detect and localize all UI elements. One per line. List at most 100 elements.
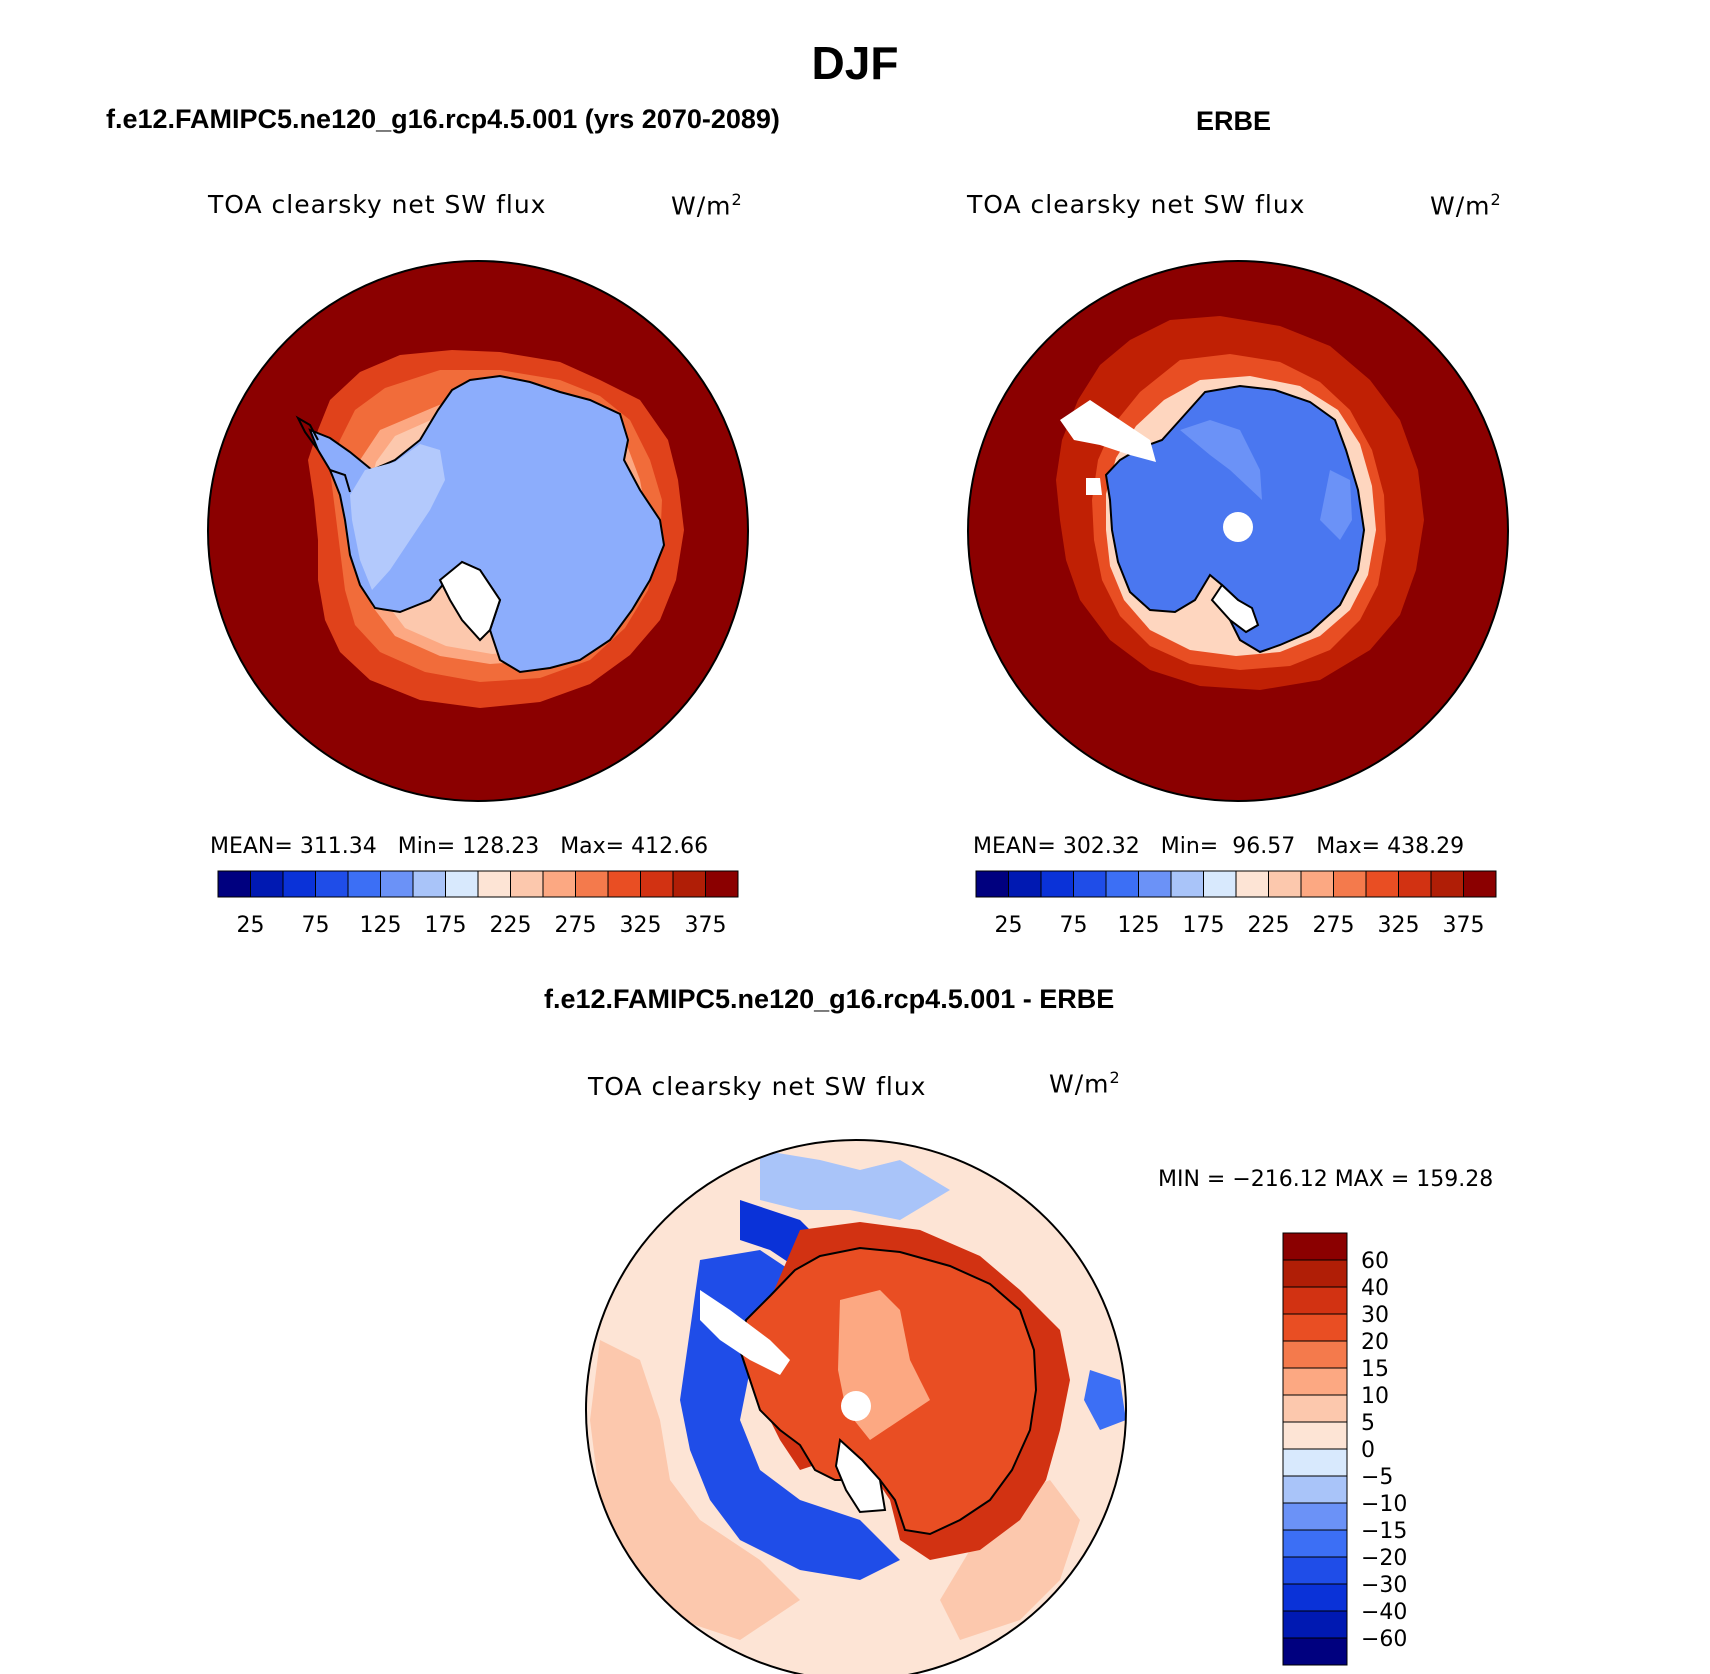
colorbar1-tick-label: 75 [302, 913, 330, 938]
colorbar1-swatch-8 [477, 870, 511, 898]
map3-outer-pink2 [940, 1480, 1080, 1640]
colorbar3-swatch-9 [1282, 1475, 1348, 1504]
colorbar1-swatch-6 [412, 870, 446, 898]
colorbar3-swatch-8 [1282, 1448, 1348, 1477]
colorbar2-swatch-13 [1398, 870, 1432, 898]
map2-antarctica-light [1180, 420, 1262, 500]
colorbar2-tick-label: 225 [1248, 913, 1290, 938]
colorbar2-tick-label: 25 [995, 913, 1023, 938]
colorbar2-swatch-8 [1235, 870, 1269, 898]
panel1-stats: MEAN= 311.34 Min= 128.23 Max= 412.66 [210, 834, 709, 859]
map3-ross-shelf [834, 1438, 887, 1514]
figure-title: DJF [811, 37, 899, 89]
colorbar1-swatch-10 [542, 870, 576, 898]
colorbar1-swatch-15 [705, 870, 739, 898]
map2-nodata-west2 [1086, 478, 1102, 495]
colorbar1-swatch-3 [315, 870, 349, 898]
colorbar2-swatch-1 [1008, 870, 1042, 898]
colorbar2-swatch-15 [1463, 870, 1497, 898]
panel3-title: f.e12.FAMIPC5.ne120_g16.rcp4.5.001 - ERB… [544, 984, 1115, 1014]
colorbar1-swatch-14 [672, 870, 706, 898]
map2-pole-hole [1223, 512, 1253, 542]
colorbar3-swatch-10 [1282, 1502, 1348, 1531]
panel2-units: W/m2 [1430, 190, 1502, 221]
colorbar3-tick-label: 30 [1361, 1303, 1389, 1328]
colorbar3-swatch-11 [1282, 1529, 1348, 1558]
colorbar2-swatch-12 [1365, 870, 1399, 898]
colorbar2-swatch-5 [1138, 870, 1172, 898]
colorbar3-tick-label: −5 [1361, 1465, 1393, 1490]
colorbar1-tick-label: 325 [620, 913, 662, 938]
colorbar2-tick-label: 375 [1443, 913, 1485, 938]
panel3-variable: TOA clearsky net SW flux [588, 1072, 927, 1101]
map3-blue-patch-east [1084, 1370, 1126, 1430]
colorbar3-tick-label: 60 [1361, 1249, 1389, 1274]
colorbar3-tick-label: −30 [1361, 1573, 1407, 1598]
colorbar2-tick-label: 75 [1060, 913, 1088, 938]
map1-border [207, 260, 749, 802]
colorbar2-tick-label: 325 [1378, 913, 1420, 938]
colorbar1-tick-label: 25 [237, 913, 265, 938]
colorbar3-tick-label: 40 [1361, 1276, 1389, 1301]
colorbar3-tick-label: −10 [1361, 1492, 1407, 1517]
colorbar1-swatch-0 [217, 870, 251, 898]
colorbar3-tick-label: 10 [1361, 1384, 1389, 1409]
colorbar2-tick-label: 275 [1313, 913, 1355, 938]
colorbar3-tick-label: −40 [1361, 1600, 1407, 1625]
colorbar1-swatch-4 [347, 870, 381, 898]
map3-blue-patch-north [760, 1150, 950, 1220]
colorbar3-swatch-12 [1282, 1556, 1348, 1585]
map-panel2 [968, 261, 1508, 801]
map-panel3 [586, 1140, 1126, 1674]
colorbar1-tick-label: 275 [555, 913, 597, 938]
map3-nodata-west [700, 1290, 790, 1375]
colorbar3-swatch-4 [1282, 1340, 1348, 1369]
panel1-title: f.e12.FAMIPC5.ne120_g16.rcp4.5.001 (yrs … [106, 104, 780, 134]
colorbar3-swatch-14 [1282, 1610, 1348, 1639]
map2-nodata-west [1060, 400, 1156, 462]
colorbar3-tick-label: 20 [1361, 1330, 1389, 1355]
colorbar1-swatch-7 [445, 870, 479, 898]
map2-ross-shelf [1210, 583, 1260, 634]
colorbar2-swatch-4 [1105, 870, 1139, 898]
colorbar3-swatch-6 [1282, 1394, 1348, 1423]
panel1-variable: TOA clearsky net SW flux [208, 190, 547, 219]
map3-outer-pink [590, 1340, 800, 1640]
colorbar3-swatch-0 [1282, 1232, 1348, 1261]
colorbar1-swatch-13 [640, 870, 674, 898]
colorbar3-swatch-1 [1282, 1259, 1348, 1288]
colorbar3-tick-label: 5 [1361, 1411, 1375, 1436]
colorbar3-swatch-5 [1282, 1367, 1348, 1396]
colorbar1-swatch-11 [575, 870, 609, 898]
panel2-stats: MEAN= 302.32 Min= 96.57 Max= 438.29 [973, 834, 1465, 859]
map1-antarctica-light [350, 444, 445, 590]
colorbar2-swatch-9 [1268, 870, 1302, 898]
colorbar2-swatch-6 [1170, 870, 1204, 898]
colorbar2-swatch-0 [975, 870, 1009, 898]
map1-peninsula [295, 415, 351, 493]
colorbar-panel2: 25 75 125 175 225 275 325 375 [975, 870, 1497, 938]
colorbar3-swatch-7 [1282, 1421, 1348, 1450]
colorbar2-swatch-3 [1073, 870, 1107, 898]
colorbar1-swatch-5 [380, 870, 414, 898]
colorbar1-swatch-9 [510, 870, 544, 898]
colorbar3-tick-label: −15 [1361, 1519, 1407, 1544]
colorbar2-swatch-14 [1430, 870, 1464, 898]
panel3-stats: MIN = −216.12 MAX = 159.28 [1158, 1167, 1494, 1192]
colorbar3-tick-label: 0 [1361, 1438, 1375, 1463]
colorbar3-swatch-13 [1282, 1583, 1348, 1612]
panel3-units: W/m2 [1049, 1068, 1121, 1099]
map3-pole-hole [841, 1391, 871, 1421]
colorbar2-swatch-2 [1040, 870, 1074, 898]
colorbar1-tick-label: 125 [360, 913, 402, 938]
colorbar3-swatch-2 [1282, 1286, 1348, 1315]
colorbar1-tick-label: 225 [490, 913, 532, 938]
colorbar2-tick-label: 175 [1183, 913, 1225, 938]
map1-ross-shelf [438, 560, 502, 642]
colorbar1-swatch-2 [282, 870, 316, 898]
colorbar1-swatch-1 [250, 870, 284, 898]
colorbar3-tick-label: −20 [1361, 1546, 1407, 1571]
colorbar3-swatch-3 [1282, 1313, 1348, 1342]
